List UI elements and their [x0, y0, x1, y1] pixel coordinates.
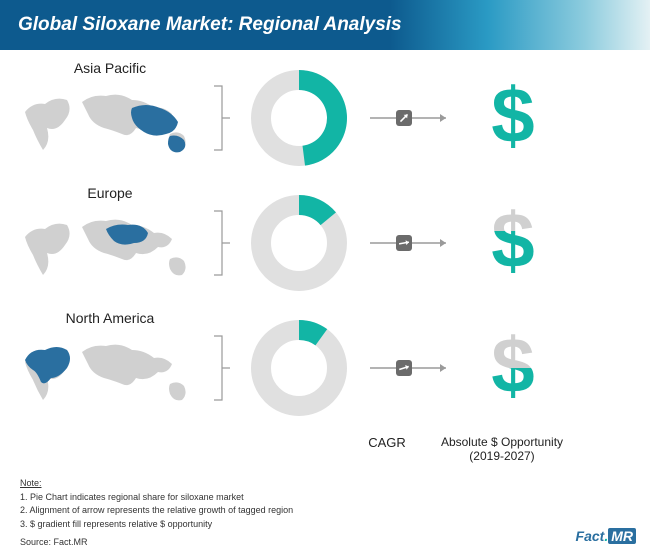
bracket-icon	[212, 78, 232, 158]
world-map-icon	[20, 80, 200, 170]
map-column: North America	[20, 310, 200, 425]
cagr-arrow-icon	[366, 348, 456, 388]
notes-title: Note:	[20, 478, 42, 488]
map-column: Europe	[20, 185, 200, 300]
arrow-column	[366, 223, 456, 263]
bracket-icon	[212, 203, 232, 283]
notes: Note: 1. Pie Chart indicates regional sh…	[0, 463, 650, 531]
arrow-column	[366, 348, 456, 388]
region-name: North America	[20, 310, 200, 326]
region-row: North America $	[20, 310, 630, 425]
donut-chart	[249, 193, 349, 293]
world-map-icon	[20, 330, 200, 420]
dollar-column: $	[468, 203, 558, 283]
opportunity-label: Absolute $ Opportunity (2019-2027)	[432, 435, 572, 463]
donut-column	[244, 318, 354, 418]
regions-container: Asia Pacific $	[0, 50, 650, 425]
region-row: Asia Pacific $	[20, 60, 630, 175]
note-1: 1. Pie Chart indicates regional share fo…	[20, 492, 244, 502]
dollar-icon: $	[473, 328, 553, 408]
region-name: Europe	[20, 185, 200, 201]
note-3: 3. $ gradient fill represents relative $…	[20, 519, 212, 529]
cagr-label: CAGR	[342, 435, 432, 463]
page-title: Global Siloxane Market: Regional Analysi…	[18, 14, 402, 36]
header: Global Siloxane Market: Regional Analysi…	[0, 0, 650, 50]
note-2: 2. Alignment of arrow represents the rel…	[20, 505, 293, 515]
bracket-column	[212, 328, 232, 408]
source: Source: Fact.MR	[0, 531, 650, 547]
donut-column	[244, 68, 354, 168]
dollar-icon: $	[473, 203, 553, 283]
region-name: Asia Pacific	[20, 60, 200, 76]
bracket-icon	[212, 328, 232, 408]
cagr-arrow-icon	[366, 223, 456, 263]
column-labels: CAGR Absolute $ Opportunity (2019-2027)	[0, 435, 650, 463]
logo: Fact.MR	[576, 528, 636, 544]
arrow-column	[366, 98, 456, 138]
dollar-icon: $	[473, 78, 553, 158]
donut-chart	[249, 68, 349, 168]
bracket-column	[212, 203, 232, 283]
dollar-column: $	[468, 328, 558, 408]
cagr-arrow-icon	[366, 98, 456, 138]
donut-column	[244, 193, 354, 293]
world-map-icon	[20, 205, 200, 295]
region-row: Europe $	[20, 185, 630, 300]
dollar-column: $	[468, 78, 558, 158]
donut-chart	[249, 318, 349, 418]
bracket-column	[212, 78, 232, 158]
map-column: Asia Pacific	[20, 60, 200, 175]
